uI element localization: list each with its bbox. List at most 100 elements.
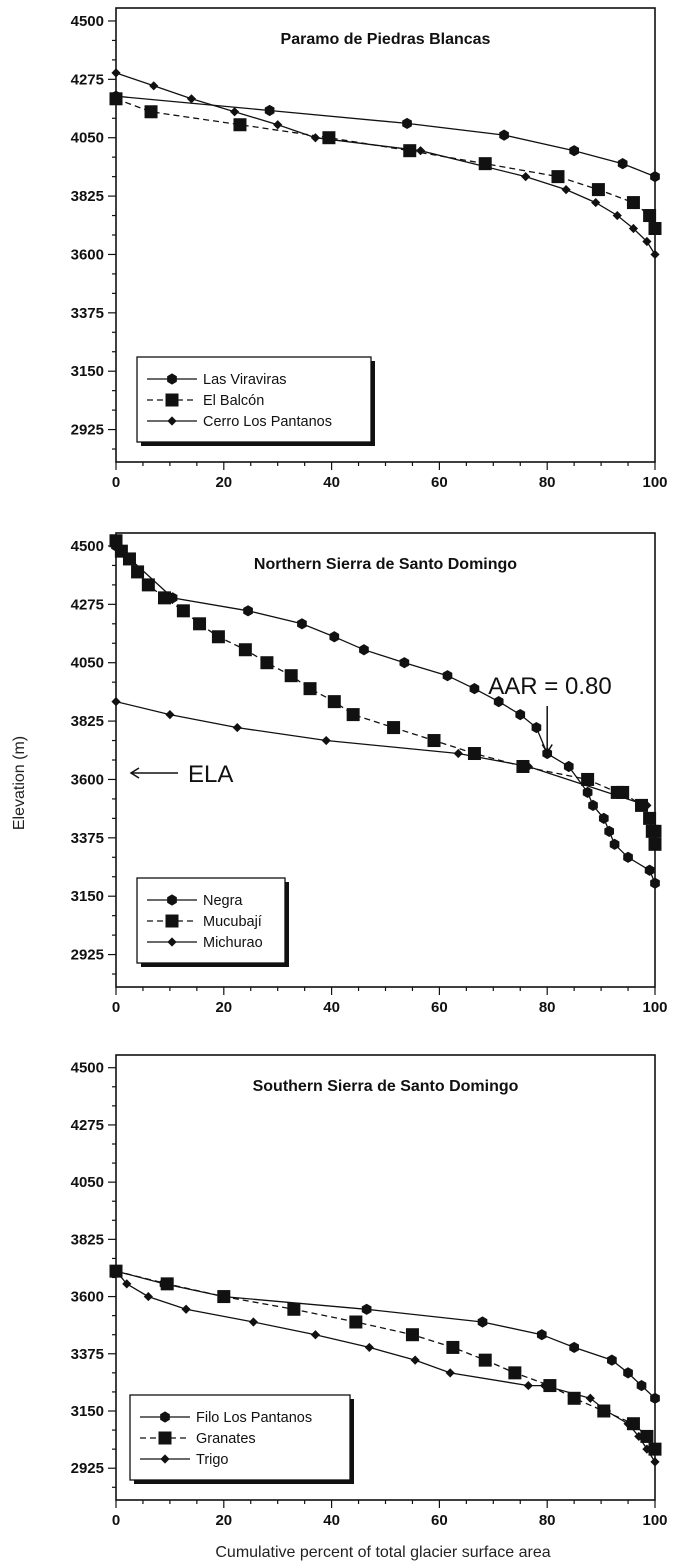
- data-point: [193, 617, 207, 631]
- x-tick-label: 60: [431, 1512, 448, 1529]
- data-point: [650, 1457, 660, 1467]
- legend-marker: [167, 416, 177, 426]
- data-point: [273, 120, 283, 130]
- legend-marker: [165, 393, 179, 407]
- data-point: [149, 81, 159, 91]
- data-point: [176, 604, 190, 618]
- data-point: [536, 1329, 547, 1341]
- data-point: [122, 552, 136, 566]
- data-point: [321, 735, 331, 746]
- y-tick-label: 3825: [71, 1231, 104, 1248]
- data-point: [628, 223, 639, 234]
- x-tick-label: 80: [539, 474, 556, 491]
- data-point: [569, 145, 579, 157]
- data-point: [248, 1317, 259, 1327]
- y-tick-label: 4050: [71, 130, 104, 147]
- legend-item: Negra: [147, 893, 243, 909]
- data-point: [543, 1379, 557, 1393]
- x-tick-label: 0: [112, 1512, 120, 1529]
- data-point: [563, 760, 574, 773]
- data-point: [648, 824, 662, 838]
- data-point: [650, 249, 660, 260]
- data-point: [588, 799, 598, 811]
- legend-label: Mucubají: [203, 914, 262, 930]
- data-point: [623, 1419, 633, 1429]
- data-point: [442, 670, 453, 682]
- series-line: [115, 95, 656, 178]
- data-point: [364, 1342, 374, 1353]
- x-tick-label: 20: [215, 1512, 232, 1529]
- y-tick-label: 4275: [71, 596, 104, 613]
- series-line: [115, 545, 656, 884]
- data-point: [508, 1366, 522, 1380]
- data-point: [634, 1431, 644, 1442]
- data-point: [623, 851, 633, 863]
- x-tick-label: 40: [323, 999, 340, 1016]
- series-el-balc-n: [109, 92, 662, 236]
- data-point: [415, 146, 426, 156]
- data-point: [607, 1354, 617, 1366]
- data-point: [551, 170, 565, 184]
- aar-annotation: AAR = 0.80: [488, 673, 612, 754]
- data-point: [516, 759, 530, 773]
- data-point: [109, 92, 123, 106]
- legend-item: Las Viraviras: [147, 372, 287, 388]
- legend-marker: [167, 894, 177, 906]
- data-point: [327, 695, 341, 709]
- data-point: [243, 605, 253, 617]
- ela-annotation: ELA: [129, 761, 233, 788]
- y-tick-label: 3375: [71, 830, 104, 847]
- data-point: [238, 643, 252, 657]
- data-point: [493, 696, 504, 708]
- data-point: [329, 631, 340, 643]
- series-mucubaj-: [109, 534, 662, 851]
- data-point: [601, 1406, 612, 1416]
- data-point: [403, 144, 417, 158]
- data-point: [561, 185, 571, 195]
- data-point: [612, 210, 622, 221]
- y-tick-label: 2925: [71, 947, 104, 964]
- data-point: [644, 864, 655, 876]
- y-tick-label: 3150: [71, 888, 104, 905]
- data-point: [111, 68, 121, 78]
- legend-label: Filo Los Pantanos: [196, 1410, 312, 1426]
- data-point: [387, 721, 401, 735]
- data-point: [359, 644, 369, 656]
- x-axis-title: Cumulative percent of total glacier surf…: [215, 1544, 550, 1561]
- panel-title: Northern Sierra de Santo Domingo: [254, 556, 517, 573]
- data-point: [648, 222, 662, 236]
- legend-label: Negra: [203, 893, 243, 909]
- legend-item: El Balcón: [147, 393, 264, 409]
- data-point: [284, 669, 298, 683]
- data-point: [310, 133, 321, 143]
- data-point: [349, 1315, 363, 1329]
- legend-item: Trigo: [140, 1452, 229, 1468]
- data-point: [499, 129, 509, 141]
- legend-label: Michurao: [203, 935, 263, 951]
- x-tick-label: 40: [323, 1512, 340, 1529]
- aar-label: AAR = 0.80: [488, 673, 611, 700]
- legend-item: Filo Los Pantanos: [140, 1410, 312, 1426]
- y-tick-label: 3375: [71, 1346, 104, 1363]
- data-point: [260, 656, 274, 670]
- legend-marker: [160, 1454, 170, 1464]
- y-tick-label: 3825: [71, 713, 104, 730]
- y-tick-label: 2925: [71, 422, 104, 439]
- data-point: [650, 877, 660, 889]
- data-point: [617, 158, 628, 170]
- data-point: [233, 118, 247, 132]
- data-point: [410, 1355, 420, 1365]
- y-tick-label: 3150: [71, 363, 104, 380]
- data-point: [158, 591, 172, 605]
- series-filo-los-pantanos: [111, 1265, 660, 1404]
- legend: Las Viraviras El Balcón Cerro Los Pantanos: [136, 356, 375, 446]
- y-tick-label: 2925: [71, 1460, 104, 1477]
- legend: Negra Mucubají Michurao: [136, 877, 289, 967]
- x-tick-label: 40: [323, 474, 340, 491]
- series-michurao: [111, 697, 652, 810]
- series-cerro-los-pantanos: [111, 68, 660, 260]
- data-point: [585, 1393, 595, 1403]
- x-tick-label: 60: [431, 474, 448, 491]
- data-point: [604, 825, 615, 837]
- data-point: [650, 1392, 660, 1404]
